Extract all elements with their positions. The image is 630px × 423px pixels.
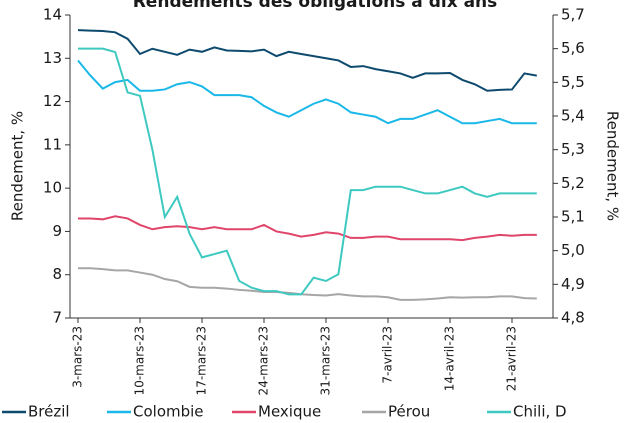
- y-tick-label: 14: [43, 6, 62, 24]
- x-tick-label: 24-mars-23: [257, 326, 271, 395]
- y2-tick-label: 5,2: [561, 174, 585, 192]
- y-tick-label: 10: [43, 179, 62, 197]
- y2-tick-label: 4,9: [561, 275, 585, 293]
- x-tick-label: 10-mars-23: [133, 326, 147, 395]
- legend-label: Pérou: [388, 403, 430, 421]
- y2-tick-label: 5,6: [561, 39, 585, 57]
- x-tick-label: 31-mars-23: [319, 326, 333, 395]
- y-tick-label: 12: [43, 92, 62, 110]
- y2-tick-label: 5,7: [561, 6, 585, 24]
- line-series: [77, 59, 537, 125]
- y2-tick-label: 5,3: [561, 140, 585, 158]
- y2-tick-label: 5,4: [561, 107, 585, 125]
- y-tick-label: 9: [52, 222, 62, 240]
- legend-label: Chili, D: [513, 403, 567, 421]
- y2-tick-label: 5,5: [561, 73, 585, 91]
- line-series: [78, 267, 537, 301]
- x-tick-label: 21-avril-23: [505, 326, 519, 391]
- y-tick-label: 13: [43, 49, 62, 67]
- x-tick-label: 17-mars-23: [195, 326, 209, 395]
- y2-axis-label: Rendement, %: [604, 111, 622, 221]
- y-tick-label: 11: [43, 135, 62, 153]
- y2-tick-label: 5,1: [561, 208, 585, 226]
- y2-tick-label: 5,0: [561, 241, 585, 259]
- y-tick-label: 7: [52, 309, 62, 327]
- legend-label: Brézil: [28, 403, 70, 421]
- line-series: [78, 47, 537, 296]
- y2-tick-label: 4,8: [561, 309, 585, 327]
- y-axis-label: Rendement, %: [9, 111, 27, 221]
- legend-label: Colombie: [133, 403, 204, 421]
- line-series: [78, 215, 537, 242]
- chart-title: Rendements des obligations à dix ans: [133, 0, 498, 12]
- line-series: [77, 29, 537, 92]
- x-tick-label: 14-avril-23: [443, 326, 457, 391]
- y-tick-label: 8: [52, 265, 62, 283]
- x-tick-label: 7-avril-23: [381, 326, 395, 384]
- x-tick-label: 3-mars-23: [71, 326, 85, 388]
- legend-label: Mexique: [258, 403, 321, 421]
